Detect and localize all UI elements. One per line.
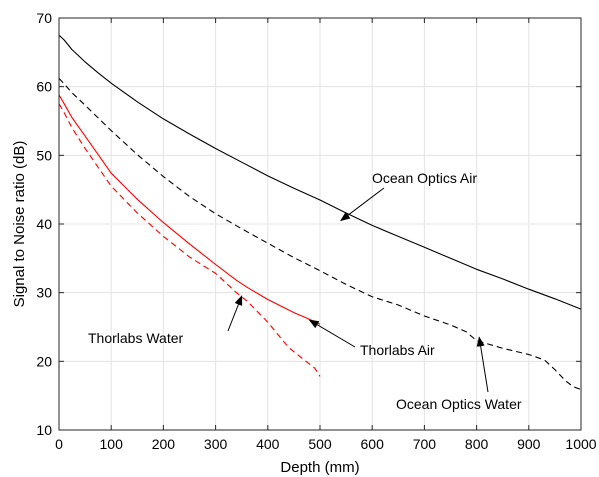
y-axis-label: Signal to Noise ratio (dB) [11, 141, 28, 308]
annotation-label-thorlabs-water: Thorlabs Water [88, 330, 184, 346]
x-tick-label: 1000 [565, 436, 596, 452]
annotations: Ocean Optics Air Ocean Optics Water Thorla… [88, 170, 522, 412]
annotation-label-ocean-optics-air: Ocean Optics Air [372, 170, 477, 186]
x-tick-label: 500 [308, 436, 332, 452]
y-tick-label: 30 [36, 285, 52, 301]
x-tick-label: 100 [100, 436, 124, 452]
annotation-arrow-ocean-optics-air [340, 187, 385, 222]
x-tick-label: 400 [256, 436, 280, 452]
y-tick-label: 40 [36, 216, 52, 232]
annotation-arrow-thorlabs-water [227, 295, 243, 332]
x-tick-label: 300 [204, 436, 228, 452]
series-line-thorlabs-air [58, 94, 321, 325]
y-tick-label: 10 [36, 422, 52, 438]
x-tick-label: 0 [55, 436, 63, 452]
x-axis-label: Depth (mm) [280, 459, 359, 476]
annotation-arrow-ocean-optics-water [476, 336, 489, 393]
ticks: 0 100 200 300 400 500 600 700 800 900 1000 10 20 30 40… [36, 10, 596, 452]
series-line-ocean-optics-water [58, 78, 582, 391]
y-tick-label: 50 [36, 147, 52, 163]
series-line-ocean-optics-air [58, 34, 582, 310]
x-tick-label: 700 [413, 436, 437, 452]
x-tick-label: 200 [152, 436, 176, 452]
x-tick-label: 900 [517, 436, 541, 452]
y-tick-label: 60 [36, 79, 52, 95]
y-tick-label: 20 [36, 353, 52, 369]
series-group [58, 34, 582, 391]
x-tick-label: 800 [465, 436, 489, 452]
annotation-label-thorlabs-air: Thorlabs Air [360, 342, 435, 358]
x-tick-label: 600 [361, 436, 385, 452]
y-tick-label: 70 [36, 10, 52, 26]
annotation-arrow-thorlabs-air [308, 319, 356, 348]
annotation-label-ocean-optics-water: Ocean Optics Water [396, 396, 522, 412]
